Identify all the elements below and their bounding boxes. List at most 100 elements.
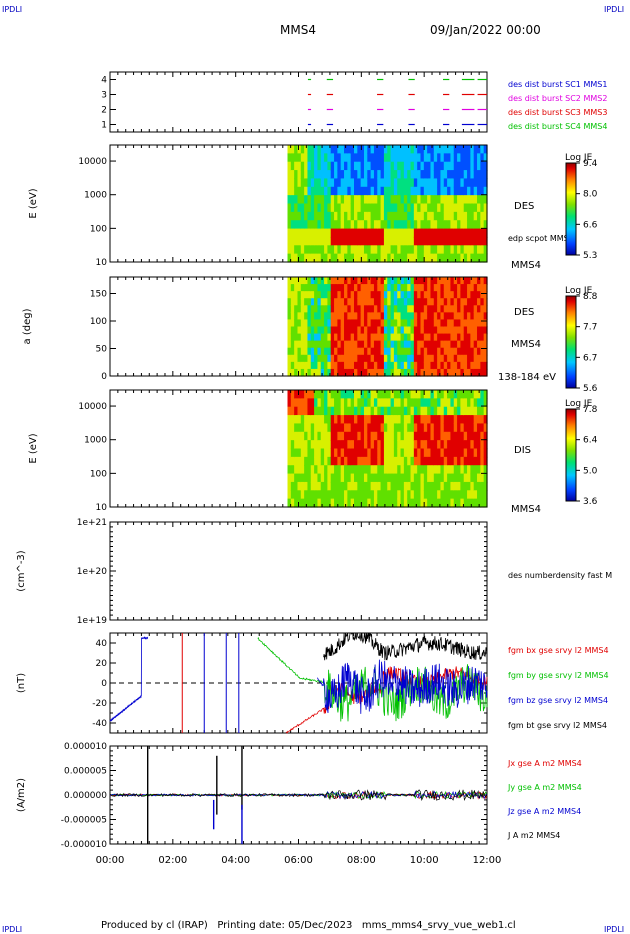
spectrogram-cell [477, 326, 481, 335]
spectrogram-cell [483, 277, 488, 285]
spectrogram-cell [340, 253, 345, 263]
spectrogram-cell [427, 312, 432, 321]
spectrogram-cell [370, 170, 375, 180]
spectrogram-cell [410, 220, 415, 230]
spectrogram-cell [463, 236, 468, 246]
spectrogram-cell [363, 481, 368, 491]
spectrogram-cell [477, 498, 481, 508]
spectrogram-cell [477, 291, 481, 299]
spectrogram-cell [340, 398, 345, 408]
spectrogram-cell [457, 456, 461, 466]
spectrogram-cell [427, 368, 432, 377]
spectrogram-cell [347, 361, 352, 370]
spectrogram-cell [370, 354, 375, 363]
spectrogram-cell [447, 253, 452, 263]
spectrogram-cell [327, 312, 332, 321]
spectrogram-cell [367, 390, 372, 399]
spectrogram-cell [413, 347, 418, 356]
spectrogram-cell [317, 326, 322, 335]
spectrogram-cell [324, 481, 328, 491]
spectrogram-cell [347, 153, 352, 163]
spectrogram-cell [317, 153, 322, 163]
spectrogram-cell [397, 340, 402, 349]
spectrogram-cell [407, 326, 412, 335]
spectrogram-cell [397, 481, 402, 491]
spectrogram-cell [317, 211, 322, 221]
spectrogram-cell [340, 347, 345, 356]
spectrogram-cell [337, 423, 342, 433]
spectrogram-cell [320, 473, 325, 483]
spectrogram-cell [377, 153, 382, 163]
spectrogram-cell [360, 490, 365, 500]
spectrogram-cell [370, 161, 375, 171]
spectrogram-cell [337, 465, 342, 475]
spectrogram-cell [460, 340, 465, 349]
spectrogram-cell [483, 361, 488, 370]
spectrogram-cell [410, 368, 415, 377]
spectrogram-cell [450, 253, 455, 263]
spectrogram-cell [363, 347, 368, 356]
spectrogram-cell [294, 415, 299, 425]
spectrogram-cell [440, 220, 445, 230]
spectrogram-cell [440, 354, 445, 363]
spectrogram-cell [354, 415, 358, 425]
spectrogram-cell [367, 220, 372, 230]
spectrogram-cell [327, 406, 332, 416]
spectrogram-cell [457, 340, 461, 349]
spectrogram-cell [287, 170, 292, 180]
spectrogram-cell [344, 211, 348, 221]
corner-label-top-right: IPDLI [604, 5, 624, 14]
spectrogram-cell [380, 456, 385, 466]
spectrogram-cell [423, 354, 428, 363]
spectrogram-cell [390, 498, 395, 508]
spectrogram-cell [290, 145, 295, 154]
spectrogram-cell [433, 277, 438, 285]
spectrogram-cell [483, 340, 488, 349]
spectrogram-cell [300, 398, 305, 408]
spectrogram-cell [354, 220, 358, 230]
spectrogram-cell [423, 326, 428, 335]
spectrogram-cell [467, 361, 471, 370]
spectrogram-cell [450, 490, 455, 500]
spectrogram-cell [287, 245, 292, 255]
colorbar-tick-label: 8.0 [583, 190, 598, 200]
spectrogram-cell [407, 440, 412, 450]
spectrogram-cell [473, 291, 478, 299]
spectrogram-cell [327, 498, 332, 508]
spectrogram-cell [430, 170, 435, 180]
spectrogram-cell [304, 326, 309, 335]
spectrogram-cell [360, 456, 365, 466]
spectrogram-cell [473, 456, 478, 466]
spectrogram-cell [410, 490, 415, 500]
spectrogram-cell [287, 368, 292, 377]
spectrogram-cell [387, 236, 392, 246]
spectrogram-cell [373, 298, 378, 306]
spectrogram-cell [357, 456, 362, 466]
spectrogram-cell [307, 347, 312, 356]
spectrogram-cell [430, 354, 435, 363]
spectrogram-cell [453, 145, 458, 154]
spectrogram-cell [480, 291, 485, 299]
spectrogram-cell [480, 284, 485, 292]
spectrogram-cell [324, 333, 328, 342]
spectrogram-cell [320, 333, 325, 342]
spectrogram-cell [367, 354, 372, 363]
spectrogram-cell [443, 448, 448, 458]
spectrogram-cell [417, 195, 422, 205]
spectrogram-cell [457, 236, 461, 246]
spectrogram-cell [294, 340, 299, 349]
spectrogram-cell [463, 228, 468, 238]
spectrogram-cell [314, 228, 319, 238]
spectrogram-cell [447, 415, 452, 425]
spectrogram-cell [300, 473, 305, 483]
spectrogram-cell [347, 368, 352, 377]
spectrogram-cell [307, 236, 312, 246]
spectrogram-cell [363, 448, 368, 458]
spectrogram-cell [390, 431, 395, 441]
spectrogram-cell [357, 245, 362, 255]
spectrogram-cell [463, 448, 468, 458]
spectrogram-cell [437, 220, 442, 230]
spectrogram-cell [457, 415, 461, 425]
spectrogram-cell [467, 456, 471, 466]
spectrogram-cell [393, 145, 398, 154]
